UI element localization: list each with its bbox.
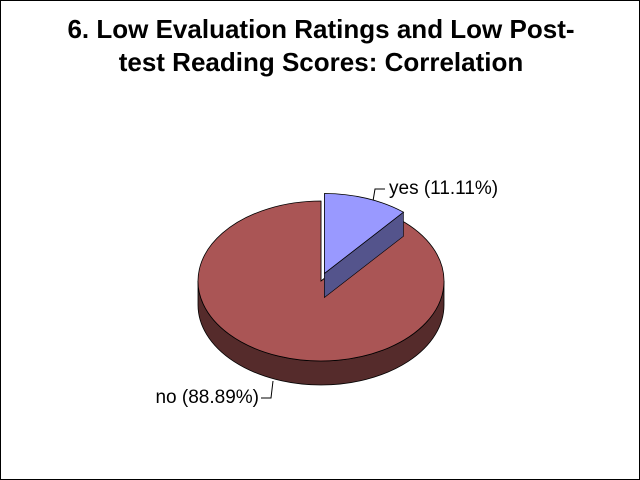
- chart-title: 6. Low Evaluation Ratings and Low Post-t…: [67, 14, 575, 77]
- leader-line: [372, 188, 385, 202]
- slice: [324, 193, 405, 275]
- data-label: yes (11.11%): [389, 178, 498, 199]
- slice: [197, 200, 445, 362]
- data-label: no (88.89%): [155, 387, 259, 408]
- leader-line: [261, 380, 274, 399]
